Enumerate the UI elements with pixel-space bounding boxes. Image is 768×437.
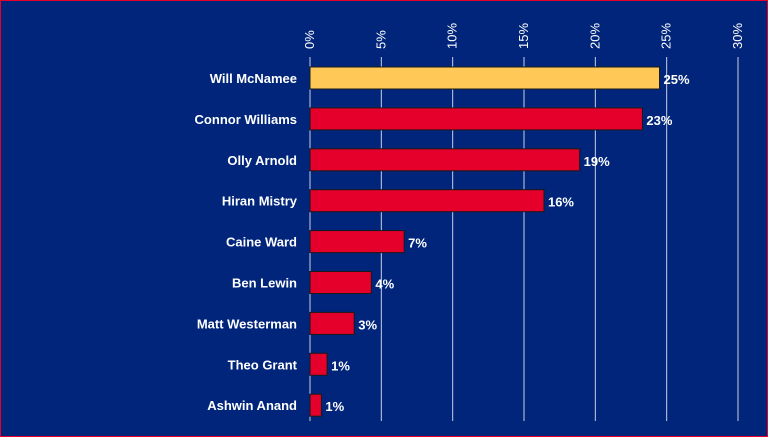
data-labels: 25% 23% 19% 16% 7% 4% 3% 1% 1% xyxy=(325,72,690,414)
bar xyxy=(309,352,328,376)
data-label: 23% xyxy=(646,113,672,128)
data-label: 25% xyxy=(664,72,690,87)
x-tick-label: 5% xyxy=(373,30,388,49)
x-tick-label: 10% xyxy=(445,23,460,49)
category-label: Theo Grant xyxy=(228,357,298,372)
bar xyxy=(309,148,581,172)
category-label: Will McNamee xyxy=(210,71,297,86)
bar xyxy=(309,271,372,294)
bar xyxy=(309,393,322,417)
bar xyxy=(309,189,545,213)
x-tick-label: 0% xyxy=(302,30,317,49)
x-tick-label: 20% xyxy=(587,23,602,49)
data-label: 1% xyxy=(325,399,344,414)
x-tick-label: 25% xyxy=(659,23,674,49)
data-label: 7% xyxy=(408,236,427,251)
category-label: Matt Westerman xyxy=(197,316,297,331)
category-label: Ben Lewin xyxy=(232,276,297,291)
bar xyxy=(309,107,643,131)
x-tick-label: 15% xyxy=(516,23,531,49)
x-axis-tick-labels: 0% 5% 10% 15% 20% 25% 30% xyxy=(302,23,745,49)
bar xyxy=(309,230,405,254)
category-label: Connor Williams xyxy=(195,112,297,127)
data-label: 19% xyxy=(584,154,610,169)
bar xyxy=(309,66,661,90)
category-label: Ashwin Anand xyxy=(207,398,297,413)
category-labels: Will McNamee Connor Williams Olly Arnold Hi… xyxy=(195,71,298,413)
category-label: Olly Arnold xyxy=(227,153,297,168)
data-label: 16% xyxy=(548,195,574,210)
category-label: Caine Ward xyxy=(226,235,297,250)
data-label: 4% xyxy=(375,277,394,292)
data-label: 1% xyxy=(331,358,350,373)
x-tick-label: 30% xyxy=(730,23,745,49)
bar xyxy=(309,311,355,335)
category-label: Hiran Mistry xyxy=(222,194,298,209)
data-label: 3% xyxy=(358,317,377,332)
bars xyxy=(309,66,661,417)
